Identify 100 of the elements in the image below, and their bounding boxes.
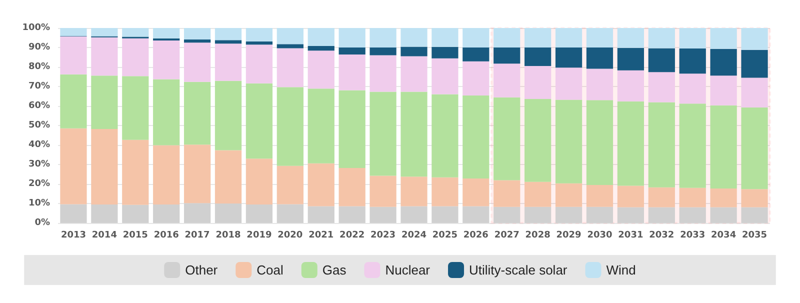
bar [214,40,242,44]
y-tick-label: 0% [34,218,50,228]
bar [586,206,614,223]
bar [246,83,273,159]
bar [679,48,706,74]
bar [432,28,458,47]
bar [586,184,614,207]
bar [276,166,304,204]
bar [524,98,552,182]
x-tick-label: 2014 [92,230,117,240]
bar [555,28,582,48]
bar [400,46,428,56]
bar [400,176,428,206]
bar [432,177,458,206]
bar [710,48,737,76]
bar [648,28,675,48]
bar [60,28,87,36]
bar [246,158,273,204]
bar [679,207,706,223]
bar [555,183,582,207]
bar [679,28,706,48]
bar [555,48,582,68]
bar [60,204,87,223]
bar [494,97,520,180]
bar [400,206,428,223]
bar [338,168,366,206]
x-tick-label: 2034 [711,230,736,240]
bar [494,28,520,48]
x-tick-label: 2015 [122,230,148,240]
bar [338,90,366,168]
legend-label: Nuclear [385,262,431,278]
x-tick-label: 2031 [618,230,644,240]
bar [462,178,490,206]
bar [524,48,552,66]
bar [308,88,334,164]
bar [555,100,582,184]
bar [122,140,149,205]
bar [462,48,490,62]
bar [741,50,768,78]
bar [276,87,304,166]
x-tick-label: 2016 [154,230,179,240]
bar [153,204,180,223]
bar [370,176,396,207]
bar [741,28,768,50]
bar [308,46,334,51]
bar [214,44,242,81]
bar [246,44,273,84]
x-tick-label: 2023 [370,230,396,240]
bar [710,28,737,49]
bar [246,41,273,45]
x-tick-label: 2017 [184,230,210,240]
bar [710,188,737,208]
bar [741,189,768,208]
bar [741,108,768,190]
x-tick-label: 2024 [401,230,427,240]
bar [276,44,304,48]
bar [648,187,675,208]
bar [555,206,582,223]
bar [679,74,706,104]
bar [122,28,149,37]
bar [214,150,242,204]
bar [586,68,614,100]
bar [91,129,118,204]
x-tick-label: 2029 [556,230,582,240]
bar [370,28,396,48]
bar [91,76,118,130]
x-tick-label: 2022 [340,230,365,240]
bar [153,79,180,146]
y-tick-label: 70% [28,82,50,92]
y-tick-label: 40% [28,140,50,150]
y-tick-label: 100% [22,23,50,33]
bar [432,46,458,58]
bar [617,28,644,48]
y-tick-label: 60% [28,101,50,111]
x-tick-label: 2020 [278,230,303,240]
legend-label: Gas [322,262,347,278]
bar [462,95,490,179]
y-tick-label: 90% [28,42,50,52]
bar [741,78,768,108]
bar [308,206,334,223]
bar [710,76,737,106]
bar [153,28,180,38]
bar [679,104,706,188]
bar [60,36,87,74]
bar [648,207,675,223]
bar [494,206,520,223]
bar [338,206,366,223]
bar [60,128,87,204]
bar [741,207,768,223]
x-tick-label: 2033 [680,230,706,240]
bar [91,28,118,36]
bar [214,80,242,150]
bar [555,68,582,100]
bar [432,94,458,178]
bar [214,204,242,223]
x-tick-label: 2026 [463,230,488,240]
bar [370,206,396,223]
bar [524,206,552,223]
bar [308,50,334,89]
bar [60,74,87,128]
